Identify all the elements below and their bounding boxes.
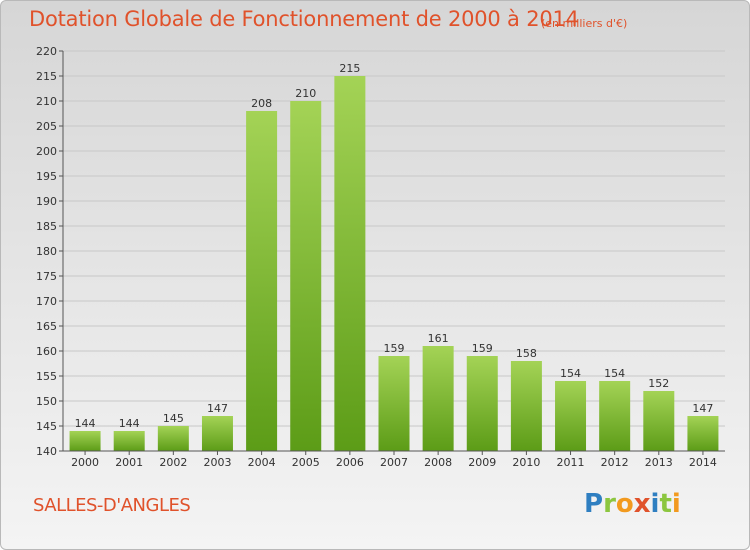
bar — [378, 356, 410, 451]
data-label: 144 — [75, 417, 96, 430]
x-tick-label: 2013 — [645, 456, 673, 469]
data-label: 215 — [339, 62, 360, 75]
x-tick-label: 2010 — [512, 456, 540, 469]
x-tick-label: 2006 — [336, 456, 364, 469]
bar — [466, 356, 498, 451]
x-tick-label: 2012 — [601, 456, 629, 469]
data-label: 159 — [472, 342, 493, 355]
data-label: 154 — [560, 367, 581, 380]
x-tick-label: 2008 — [424, 456, 452, 469]
logo-letter: x — [633, 489, 651, 519]
y-tick-label: 200 — [36, 145, 57, 158]
bar — [201, 416, 233, 451]
data-label: 158 — [516, 347, 537, 360]
y-tick-label: 195 — [36, 170, 57, 183]
y-tick-label: 140 — [36, 445, 57, 458]
x-tick-label: 2000 — [71, 456, 99, 469]
bar — [113, 431, 145, 451]
bar — [157, 426, 189, 451]
logo-letter: r — [603, 489, 616, 519]
x-tick-label: 2009 — [468, 456, 496, 469]
x-tick-label: 2003 — [203, 456, 231, 469]
bar — [69, 431, 101, 451]
bar — [510, 361, 542, 451]
x-tick-label: 2002 — [159, 456, 187, 469]
logo-letter: i — [650, 489, 660, 519]
y-tick-label: 150 — [36, 395, 57, 408]
data-label: 159 — [384, 342, 405, 355]
data-label: 147 — [207, 402, 228, 415]
bars: 144 144 145 147 208 210 215 159 161 159 158 154 154 1… — [69, 62, 719, 451]
logo-letter: P — [584, 489, 604, 519]
data-label: 152 — [648, 377, 669, 390]
logo-letter: t — [659, 489, 672, 519]
x-tick-label: 2004 — [248, 456, 276, 469]
y-tick-label: 190 — [36, 195, 57, 208]
data-label: 145 — [163, 412, 184, 425]
chart-unit: (en milliers d'€) — [541, 17, 628, 30]
y-tick-label: 155 — [36, 370, 57, 383]
bar — [687, 416, 719, 451]
logo-letter: o — [615, 489, 634, 519]
y-tick-label: 220 — [36, 45, 57, 58]
bar — [555, 381, 587, 451]
y-tick-label: 215 — [36, 70, 57, 83]
bar — [643, 391, 675, 451]
bar — [334, 76, 366, 451]
commune-name: SALLES-D'ANGLES — [33, 495, 191, 516]
bar — [290, 101, 322, 451]
y-tick-label: 205 — [36, 120, 57, 133]
y-tick-label: 180 — [36, 245, 57, 258]
data-label: 154 — [604, 367, 625, 380]
data-label: 208 — [251, 97, 272, 110]
bar — [599, 381, 631, 451]
proxiti-logo: Proxiti — [584, 489, 681, 519]
x-tick-label: 2005 — [292, 456, 320, 469]
y-tick-label: 210 — [36, 95, 57, 108]
x-tick-label: 2011 — [557, 456, 585, 469]
data-label: 210 — [295, 87, 316, 100]
y-tick-label: 165 — [36, 320, 57, 333]
x-tick-label: 2014 — [689, 456, 717, 469]
y-tick-label: 160 — [36, 345, 57, 358]
bar — [422, 346, 454, 451]
y-tick-label: 185 — [36, 220, 57, 233]
x-tick-label: 2001 — [115, 456, 143, 469]
x-tick-label: 2007 — [380, 456, 408, 469]
y-tick-label: 170 — [36, 295, 57, 308]
data-label: 144 — [119, 417, 140, 430]
logo-letter: i — [671, 489, 681, 519]
y-tick-label: 175 — [36, 270, 57, 283]
y-tick-label: 145 — [36, 420, 57, 433]
data-label: 147 — [692, 402, 713, 415]
data-label: 161 — [428, 332, 449, 345]
bar — [246, 111, 278, 451]
chart-title: Dotation Globale de Fonctionnement de 20… — [29, 7, 579, 31]
axes: 1401451501551601651701751801851901952002… — [36, 45, 725, 469]
